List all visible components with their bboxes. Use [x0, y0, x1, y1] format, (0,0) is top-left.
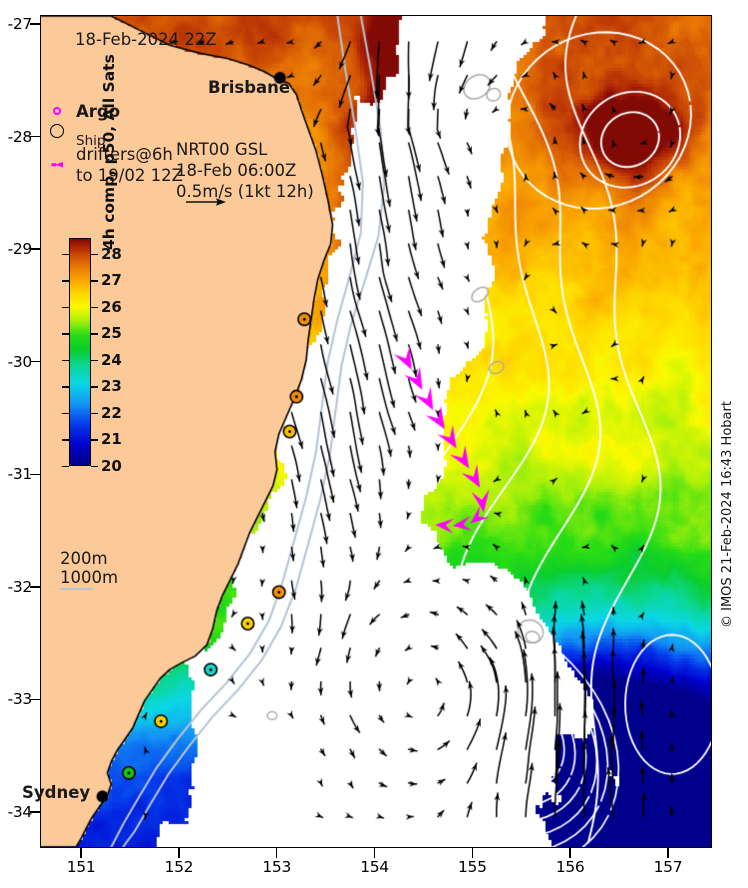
- y-axis-tick: [30, 811, 40, 813]
- x-axis-tick: [569, 848, 571, 858]
- drifter-arrow-icon: [51, 162, 63, 168]
- colorbar-gradient: [69, 238, 91, 466]
- x-axis-tick-label: 152: [164, 858, 194, 876]
- colorbar-title: 4h comp, p50, All Sats: [100, 54, 118, 250]
- colorbar-tick: [91, 386, 98, 388]
- colorbar-tick: [62, 439, 69, 441]
- city-label-brisbane: Brisbane: [208, 78, 291, 97]
- bathymetry-label-1000m: 1000m: [60, 568, 119, 587]
- bathymetry-label-200m: 200m: [60, 549, 108, 568]
- x-axis-tick-label: 155: [458, 858, 487, 876]
- colorbar-tick: [62, 333, 69, 335]
- colorbar-tick: [91, 439, 98, 441]
- colorbar-tick-label: 28: [101, 244, 122, 263]
- y-axis-tick: [30, 698, 40, 701]
- y-axis-tick-label: -28: [7, 127, 33, 146]
- colorbar-tick: [91, 466, 98, 468]
- y-axis-tick: [30, 248, 40, 250]
- colorbar-tick-label: 23: [101, 377, 122, 396]
- colorbar-tick-label: 24: [101, 350, 122, 369]
- colorbar-tick-label: 20: [101, 457, 122, 475]
- colorbar-tick-label: 21: [101, 430, 122, 449]
- colorbar-tick: [91, 359, 98, 362]
- x-axis-tick: [373, 848, 376, 858]
- colorbar-tick: [62, 466, 69, 468]
- colorbar-tick: [62, 280, 69, 282]
- x-axis-tick: [275, 848, 278, 858]
- x-axis-tick: [80, 848, 82, 858]
- y-axis-tick: [30, 23, 40, 25]
- colorbar-tick: [62, 253, 69, 256]
- copyright-notice: © IMOS 21-Feb-2024 16:43 Hobart: [720, 401, 735, 628]
- x-axis-tick: [471, 848, 474, 858]
- date-stamp: 18-Feb-2024 22Z: [75, 30, 217, 49]
- legend-label-ship: Ship: [76, 133, 106, 149]
- colorbar: 28 27 26 25 24 23 22 21 20: [62, 238, 122, 475]
- colorbar-tick: [62, 386, 69, 388]
- gsl-label-line1: NRT00 GSL: [176, 140, 268, 159]
- y-axis-tick: [30, 586, 40, 588]
- gsl-label-line2: 18-Feb 06:00Z: [176, 161, 297, 180]
- y-axis-tick: [30, 135, 40, 138]
- argo-marker-icon: [53, 107, 61, 115]
- x-axis-tick-label: 157: [653, 858, 683, 876]
- x-axis-tick-label: 151: [66, 858, 96, 876]
- y-axis-tick: [30, 473, 40, 476]
- ship-marker-icon: [50, 124, 64, 138]
- colorbar-tick: [91, 280, 98, 282]
- y-axis-tick-label: -30: [7, 352, 33, 371]
- legend-label-drifters-line2: to 19/02 12Z: [76, 166, 183, 185]
- sst-heatmap-canvas: [41, 16, 711, 847]
- map-plot-area[interactable]: [40, 15, 712, 848]
- colorbar-tick: [62, 359, 69, 362]
- colorbar-tick: [91, 412, 98, 415]
- colorbar-tick: [91, 333, 98, 335]
- x-axis-tick: [667, 848, 669, 858]
- x-axis-tick: [178, 848, 180, 858]
- y-axis-tick-label: -33: [7, 690, 33, 709]
- city-label-sydney: Sydney: [22, 783, 91, 802]
- y-axis-tick: [30, 360, 40, 363]
- bathymetry-legend-line: [60, 588, 93, 590]
- y-axis-tick-label: -31: [7, 465, 33, 484]
- y-axis-tick-label: -29: [7, 240, 33, 259]
- colorbar-tick-label: 27: [101, 271, 122, 290]
- x-axis-tick-label: 156: [555, 858, 585, 876]
- gsl-label-line3: 0.5m/s (1kt 12h): [176, 182, 314, 201]
- x-axis-tick-label: 153: [262, 858, 292, 876]
- colorbar-tick-label: 22: [101, 403, 122, 422]
- legend-label-drifters-line1: drifters@6h: [76, 145, 173, 164]
- colorbar-tick: [62, 306, 69, 309]
- colorbar-tick: [91, 306, 98, 309]
- colorbar-tick: [91, 253, 98, 256]
- velocity-scale-arrow-icon: [186, 198, 226, 206]
- colorbar-tick-label: 26: [101, 297, 122, 316]
- x-axis-tick-label: 154: [360, 858, 389, 876]
- colorbar-tick: [62, 412, 69, 415]
- y-axis-tick-label: -32: [7, 577, 33, 596]
- legend-label-argo: Argo: [76, 102, 121, 121]
- colorbar-tick-label: 25: [101, 324, 122, 343]
- y-axis-tick-label: -27: [7, 15, 33, 33]
- y-axis-tick-label: -34: [7, 802, 33, 821]
